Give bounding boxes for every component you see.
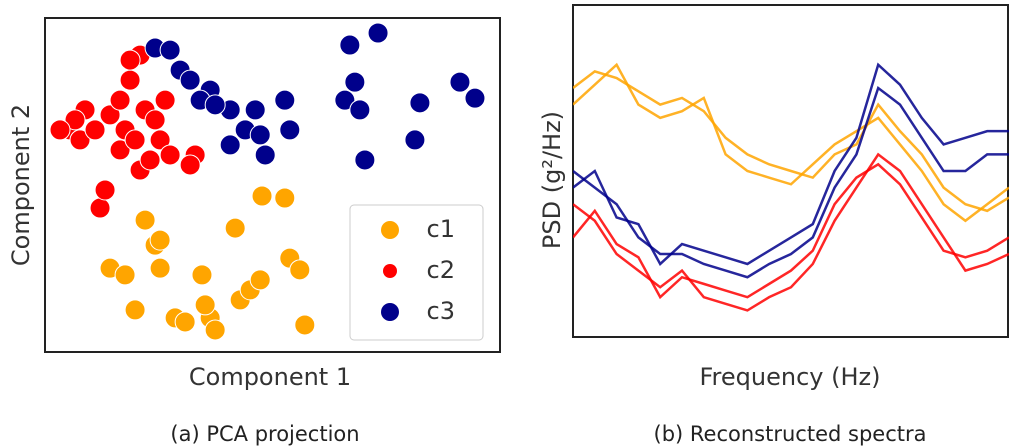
legend-marker bbox=[383, 264, 397, 278]
point bbox=[194, 294, 216, 316]
spectra bbox=[573, 62, 1009, 312]
point bbox=[409, 92, 431, 114]
spectrum-line bbox=[573, 152, 1009, 312]
point bbox=[279, 119, 301, 141]
point bbox=[344, 71, 366, 93]
point bbox=[244, 99, 266, 121]
point bbox=[204, 319, 226, 341]
point bbox=[339, 34, 361, 56]
point bbox=[191, 264, 213, 286]
spectrum-line bbox=[573, 62, 1009, 223]
point bbox=[249, 124, 271, 146]
legend-label: c3 bbox=[427, 297, 455, 325]
point bbox=[154, 89, 176, 111]
point bbox=[204, 94, 226, 116]
point bbox=[274, 187, 296, 209]
point bbox=[274, 89, 296, 111]
point bbox=[294, 314, 316, 336]
legend-box bbox=[349, 204, 484, 341]
point bbox=[149, 229, 171, 251]
point bbox=[119, 69, 141, 91]
point bbox=[124, 129, 146, 151]
point bbox=[69, 129, 91, 151]
point bbox=[149, 129, 171, 151]
point bbox=[334, 89, 356, 111]
legend-label: c1 bbox=[427, 215, 455, 243]
point bbox=[94, 179, 116, 201]
point bbox=[289, 259, 311, 281]
point bbox=[159, 39, 181, 61]
point bbox=[224, 217, 246, 239]
plot-frame bbox=[44, 17, 501, 353]
point bbox=[179, 69, 201, 91]
point bbox=[99, 104, 121, 126]
point bbox=[144, 109, 166, 131]
point bbox=[251, 185, 273, 207]
point bbox=[49, 119, 71, 141]
point bbox=[134, 209, 156, 231]
point bbox=[367, 22, 389, 44]
point bbox=[354, 149, 376, 171]
point bbox=[114, 264, 136, 286]
spectrum-line bbox=[573, 162, 1009, 300]
point bbox=[89, 197, 111, 219]
point bbox=[109, 89, 131, 111]
legend-marker bbox=[381, 221, 399, 239]
point bbox=[464, 87, 486, 109]
y-axis-label: PSD (g²/Hz) bbox=[538, 111, 566, 249]
point bbox=[149, 257, 171, 279]
caption: (b) Reconstructed spectra bbox=[654, 422, 927, 446]
point bbox=[159, 144, 181, 166]
point bbox=[119, 49, 141, 71]
y-axis-label: Component 2 bbox=[7, 104, 35, 266]
legend-label: c2 bbox=[427, 256, 455, 284]
spectrum-line bbox=[573, 70, 1009, 213]
point bbox=[139, 149, 161, 171]
x-axis-label: Frequency (Hz) bbox=[700, 363, 881, 391]
caption: (a) PCA projection bbox=[170, 422, 359, 446]
point bbox=[64, 109, 86, 131]
legend-marker bbox=[381, 303, 399, 321]
point bbox=[349, 99, 371, 121]
point bbox=[174, 311, 196, 333]
point bbox=[249, 269, 271, 291]
point bbox=[84, 119, 106, 141]
point bbox=[109, 139, 131, 161]
spectrum-line bbox=[573, 85, 1009, 279]
x-axis-label: Component 1 bbox=[189, 363, 351, 391]
point bbox=[404, 129, 426, 151]
point bbox=[219, 134, 241, 156]
spectrum-line bbox=[573, 62, 1009, 266]
point bbox=[254, 144, 276, 166]
point bbox=[124, 299, 146, 321]
point bbox=[449, 71, 471, 93]
point bbox=[179, 154, 201, 176]
